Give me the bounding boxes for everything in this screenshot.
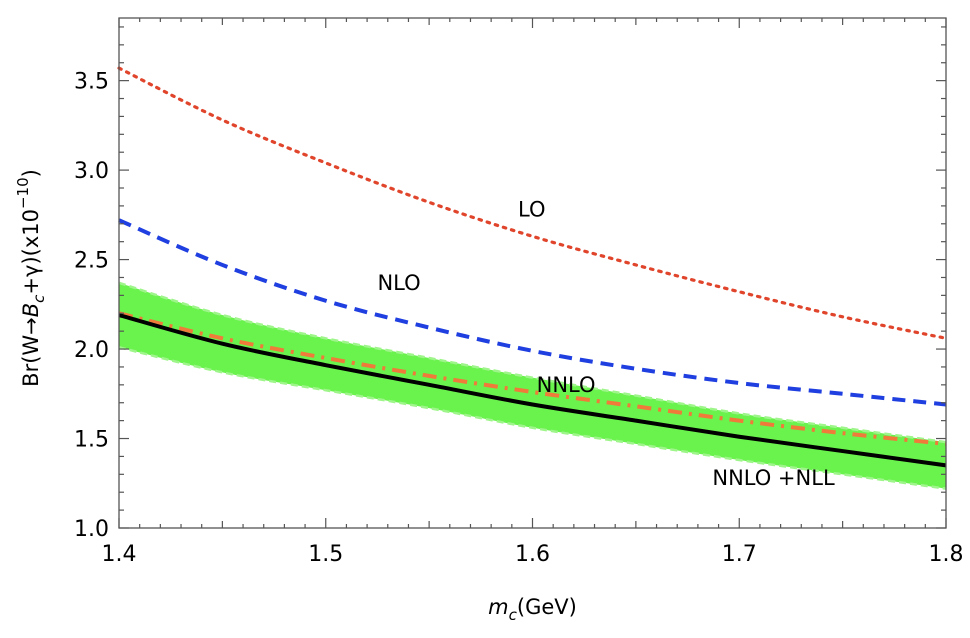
x-tick-label: 1.8 — [929, 542, 964, 567]
tick-labels: 1.4 1.5 1.6 1.7 1.8 1.0 1.5 2.0 2.5 3.0 3.5 — [74, 70, 964, 567]
series-lines — [117, 66, 948, 468]
x-axis-label-rest: (GeV) — [517, 595, 577, 619]
x-axis-label-sub: c — [509, 606, 518, 624]
y-tick-label: 2.0 — [74, 338, 109, 363]
annotation-nlo: NLO — [377, 271, 420, 295]
y-axis-label-mid: +γ)(x10 — [19, 209, 43, 295]
axis-ticks — [118, 18, 947, 529]
y-axis-label-sup: −10 — [14, 177, 32, 209]
annotations: LO NLO NNLO NNLO +NLL — [377, 197, 835, 489]
x-axis-label-var: m — [488, 595, 508, 619]
x-tick-label: 1.6 — [515, 542, 550, 567]
annotation-nnlo: NNLO — [537, 373, 596, 397]
y-axis-label-sub: c — [30, 294, 48, 303]
x-axis-label: mc(GeV) — [488, 595, 577, 624]
y-tick-label: 3.0 — [74, 159, 109, 184]
series-line-nnlo-nll — [118, 313, 947, 468]
band-area — [119, 282, 946, 489]
y-tick-label: 2.5 — [74, 249, 109, 274]
y-tick-label: 3.5 — [74, 70, 109, 95]
band-upper-edge — [118, 281, 947, 444]
y-axis-label-post: ) — [19, 169, 43, 177]
uncertainty-band — [118, 281, 947, 490]
annotation-lo: LO — [518, 197, 545, 221]
series-line-nlo — [118, 218, 947, 407]
y-axis-label-b: B — [19, 303, 43, 317]
x-tick-label: 1.7 — [722, 542, 757, 567]
y-axis-label-pre: Br(W→ — [19, 317, 43, 387]
y-tick-label: 1.0 — [74, 517, 109, 542]
band-lower-edge — [118, 346, 947, 490]
y-axis-label: Br(W→Bc+γ)(x10−10) — [14, 169, 48, 387]
x-tick-label: 1.5 — [308, 542, 343, 567]
y-tick-label: 1.5 — [74, 428, 109, 453]
x-tick-label: 1.4 — [102, 542, 137, 567]
annotation-nnlo-nll: NNLO +NLL — [712, 466, 835, 490]
